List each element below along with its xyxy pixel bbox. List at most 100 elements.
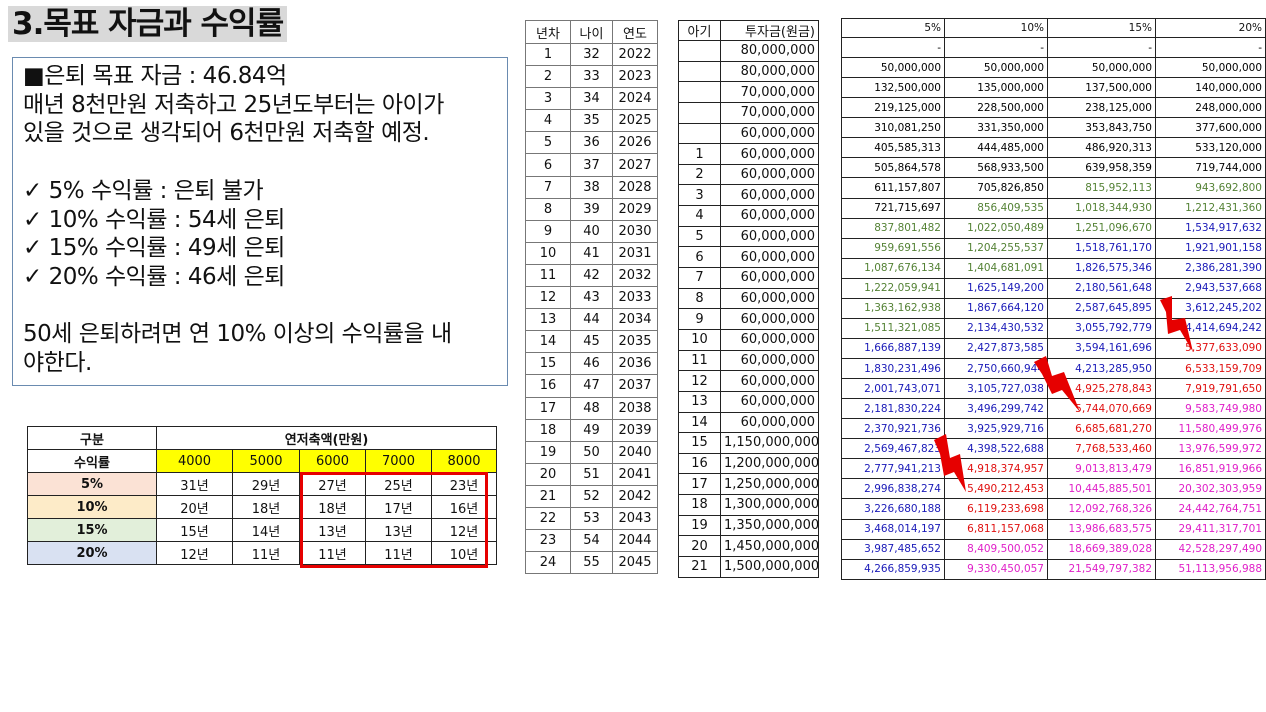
data-row: 1,830,231,496 2,750,660,944 4,213,285,950 6… (841, 357, 1266, 380)
data-row: 14 45 2035 (525, 330, 658, 354)
header-cell: 나이 (570, 20, 613, 44)
data-row: 21 52 2042 (525, 484, 658, 508)
value-cell: 1,363,162,938 (841, 297, 945, 319)
data-row: 505,864,578 568,933,500 639,958,359 719,744… (841, 157, 1266, 179)
header-cell: 연도 (612, 20, 658, 44)
projection-table: 5% 10% 15% 20% - - - -50,000,000 50,000,000 50,00… (841, 18, 1266, 580)
cell: 80,000,000 (720, 60, 819, 83)
data-row: 2,569,467,823 4,398,522,688 7,768,533,460 1… (841, 438, 1266, 460)
value-cell: 9,013,813,479 (1047, 458, 1156, 480)
cell: 2035 (612, 330, 658, 354)
years-cell: 11년 (365, 541, 432, 565)
plan-line: 매년 8천만원 저축하고 25년도부터는 아이가 (23, 91, 444, 118)
value-cell: 4,266,859,935 (841, 558, 945, 580)
value-cell: 4,213,285,950 (1047, 357, 1156, 380)
value-cell: 2,180,561,648 (1047, 277, 1156, 299)
age-table: 년차 나이 연도 1 32 2022 2 33 2023 3 34 2024 4 35 2025 5 36 202… (525, 20, 658, 575)
cell: 2042 (612, 484, 658, 508)
data-row: 15 1,150,000,000 (678, 432, 819, 454)
cell: 60,000,000 (720, 143, 819, 165)
check-item: ✓ 20% 수익률 : 46세 은퇴 (23, 263, 285, 290)
value-cell: 51,113,956,988 (1155, 558, 1266, 580)
value-cell: 837,801,482 (841, 217, 945, 239)
value-cell: 1,404,681,091 (944, 257, 1048, 279)
cell: 2022 (612, 42, 658, 67)
value-cell: 2,001,743,071 (841, 378, 945, 400)
cell: 2028 (612, 175, 658, 199)
value-cell: 11,580,499,976 (1155, 418, 1266, 440)
cell: 22 (525, 506, 571, 531)
value-cell: 3,468,014,197 (841, 518, 945, 540)
years-cell: 27년 (299, 472, 366, 496)
data-row: 7 60,000,000 (678, 267, 819, 289)
data-row: 959,691,556 1,204,255,537 1,518,761,170 1,9… (841, 237, 1266, 259)
cell: 39 (570, 197, 613, 221)
value-cell: 377,600,000 (1155, 117, 1266, 139)
data-row: 22 53 2043 (525, 506, 658, 531)
years-cell: 20년 (156, 495, 233, 519)
data-row: 219,125,000 228,500,000 238,125,000 248,000… (841, 97, 1266, 119)
value-cell: 2,370,921,736 (841, 418, 945, 440)
value-cell: 132,500,000 (841, 77, 945, 99)
amount-cell: 4000 (156, 449, 233, 473)
data-row: 3,468,014,197 6,811,157,068 13,986,683,575… (841, 518, 1266, 540)
value-cell: 2,427,873,585 (944, 337, 1048, 360)
rate-cell: 10% (27, 495, 157, 519)
cell: 46 (570, 352, 613, 376)
cell: 2045 (612, 551, 658, 575)
header-cell: 5% (841, 18, 945, 38)
value-cell: 721,715,697 (841, 197, 945, 219)
cell: 2044 (612, 529, 658, 553)
years-cell: 11년 (232, 541, 300, 565)
data-row: 13 44 2034 (525, 308, 658, 332)
value-cell: 3,055,792,779 (1047, 317, 1156, 339)
cell: 2033 (612, 286, 658, 310)
data-row: 2,181,830,224 3,496,299,742 5,744,070,669 9… (841, 398, 1266, 420)
data-row: 15 46 2036 (525, 352, 658, 376)
data-row: 6 60,000,000 (678, 246, 819, 269)
cell: 13 (678, 390, 721, 413)
data-row: 721,715,697 856,409,535 1,018,344,930 1,212… (841, 197, 1266, 219)
cell: 2030 (612, 219, 658, 243)
data-row: 23 54 2044 (525, 529, 658, 553)
data-row: 21 1,500,000,000 (678, 556, 819, 578)
data-row: 2 60,000,000 (678, 163, 819, 186)
years-cell: 12년 (156, 541, 233, 565)
cell: 1,200,000,000 (720, 452, 819, 475)
value-cell: 3,105,727,038 (944, 378, 1048, 400)
data-row: 9 40 2030 (525, 219, 658, 243)
value-cell: 568,933,500 (944, 157, 1048, 179)
years-cell: 29년 (232, 472, 300, 496)
value-cell: 6,811,157,068 (944, 518, 1048, 540)
cell: 70,000,000 (720, 101, 819, 124)
years-cell: 18년 (232, 495, 300, 519)
conclusion-line: 50세 은퇴하려면 연 10% 이상의 수익률을 내 (23, 321, 452, 348)
investment-table: 아기 투자금(원금) 80,000,000 80,000,000 70,000,000 7… (678, 20, 819, 578)
value-cell: 18,669,389,028 (1047, 538, 1156, 560)
value-cell: 856,409,535 (944, 197, 1048, 219)
check-item: ✓ 15% 수익률 : 49세 은퇴 (23, 235, 285, 262)
data-row: 6 37 2027 (525, 153, 658, 177)
data-row: 12 60,000,000 (678, 370, 819, 392)
data-row: 10% 20년 18년 18년 17년 16년 (27, 495, 498, 519)
data-row: 50,000,000 50,000,000 50,000,000 50,000,000 (841, 57, 1266, 79)
value-cell: 1,666,887,139 (841, 337, 945, 360)
cell: 2040 (612, 440, 658, 464)
cell: 1,300,000,000 (720, 494, 819, 516)
cell: 2029 (612, 197, 658, 221)
cell: 15 (525, 352, 571, 376)
data-row: 1,087,676,134 1,404,681,091 1,826,575,346 2… (841, 257, 1266, 279)
value-cell: 2,181,830,224 (841, 398, 945, 420)
value-cell: 331,350,000 (944, 117, 1048, 139)
header-cell: 구분 (27, 426, 157, 450)
data-row: 3,226,680,188 6,119,233,698 12,092,768,326… (841, 498, 1266, 520)
header-row: 년차 나이 연도 (525, 20, 658, 44)
value-cell: 8,409,500,052 (944, 538, 1048, 560)
cell: 60,000,000 (720, 349, 819, 372)
data-row: 4,266,859,935 9,330,450,057 21,549,797,382… (841, 558, 1266, 580)
cell: 38 (570, 175, 613, 199)
data-row: 1 60,000,000 (678, 143, 819, 165)
cell: 19 (525, 440, 571, 464)
cell: 37 (570, 153, 613, 177)
value-cell: 1,018,344,930 (1047, 197, 1156, 219)
